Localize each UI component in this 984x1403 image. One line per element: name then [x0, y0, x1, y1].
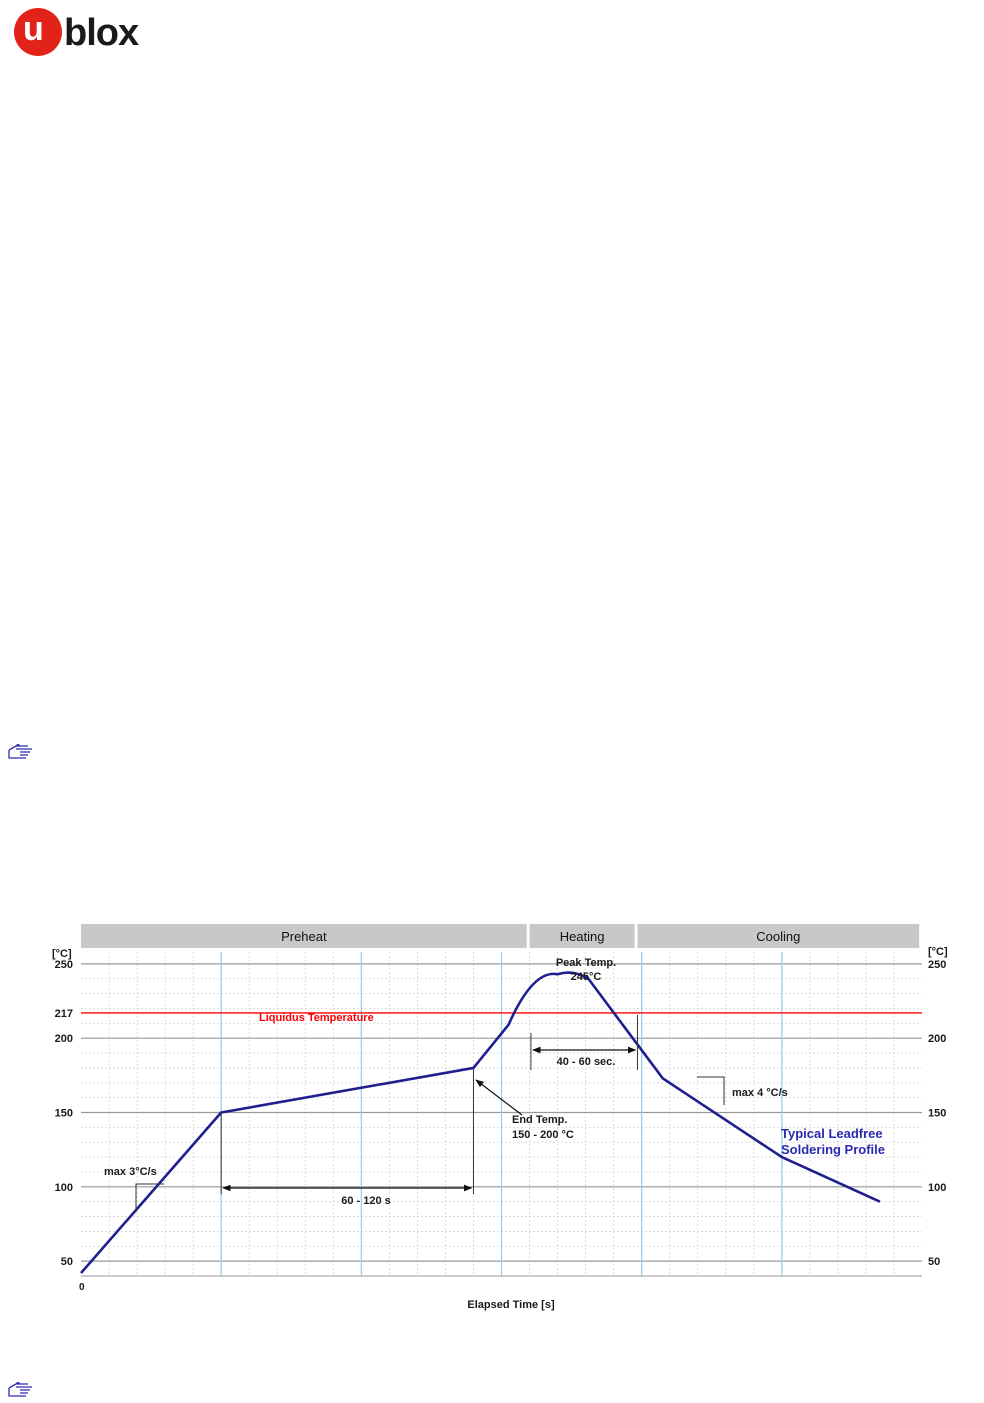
liquidus-duration-label: 40 - 60 sec.: [557, 1056, 616, 1068]
phase-label: Cooling: [756, 929, 800, 944]
y-tick-label-left: 200: [55, 1033, 73, 1045]
profile-caption-line1: Typical Leadfree: [781, 1126, 883, 1141]
logo-u: u: [23, 10, 44, 48]
x-axis-label: Elapsed Time [s]: [467, 1299, 555, 1311]
end-temp-arrow: [475, 1079, 523, 1116]
ramp-up-triangle: [135, 1183, 164, 1212]
phase-header: [81, 924, 527, 948]
y-tick-label-left: 150: [55, 1108, 73, 1120]
y-tick-label-left: 250: [55, 959, 73, 971]
y-tick-label-right: 200: [928, 1033, 946, 1045]
ramp-down-label: max 4 °C/s: [732, 1087, 788, 1099]
y-tick-label-right: 100: [928, 1182, 946, 1194]
y-axis-label-right: [°C]: [928, 946, 948, 958]
y-tick-label-right: 150: [928, 1108, 946, 1120]
peak-temp-value: 245°C: [571, 971, 602, 983]
phase-header: [637, 924, 920, 948]
preheat-duration-label: 60 - 120 s: [341, 1195, 391, 1207]
y-tick-label-left: 217: [55, 1008, 73, 1020]
y-tick-label-right: 250: [928, 959, 946, 971]
logo-circle: [14, 8, 62, 56]
peak-temp-title: Peak Temp.: [556, 957, 616, 969]
y-tick-label-left: 50: [61, 1256, 73, 1268]
y-axis-label-left: [°C]: [52, 948, 72, 960]
y-tick-label-right: 50: [928, 1256, 940, 1268]
end-temp-range: 150 - 200 °C: [512, 1129, 574, 1141]
end-temp-title: End Temp.: [512, 1114, 567, 1126]
profile-caption-line2: Soldering Profile: [781, 1142, 885, 1157]
phase-label: Preheat: [281, 929, 327, 944]
x-origin-label: 0: [79, 1282, 85, 1293]
ramp-down-triangle: [697, 1076, 725, 1105]
pointing-hand-icon: [8, 1381, 32, 1397]
ublox-logo: u blox: [14, 8, 184, 60]
y-tick-label-left: 100: [55, 1182, 73, 1194]
liquidus-label: Liquidus Temperature: [259, 1012, 374, 1024]
phase-label: Heating: [560, 929, 605, 944]
logo-text: blox: [64, 12, 139, 54]
profile-line: [80, 971, 881, 1274]
pointing-hand-icon: [8, 743, 32, 759]
ramp-up-label: max 3°C/s: [104, 1166, 157, 1178]
phase-header: [529, 924, 635, 948]
